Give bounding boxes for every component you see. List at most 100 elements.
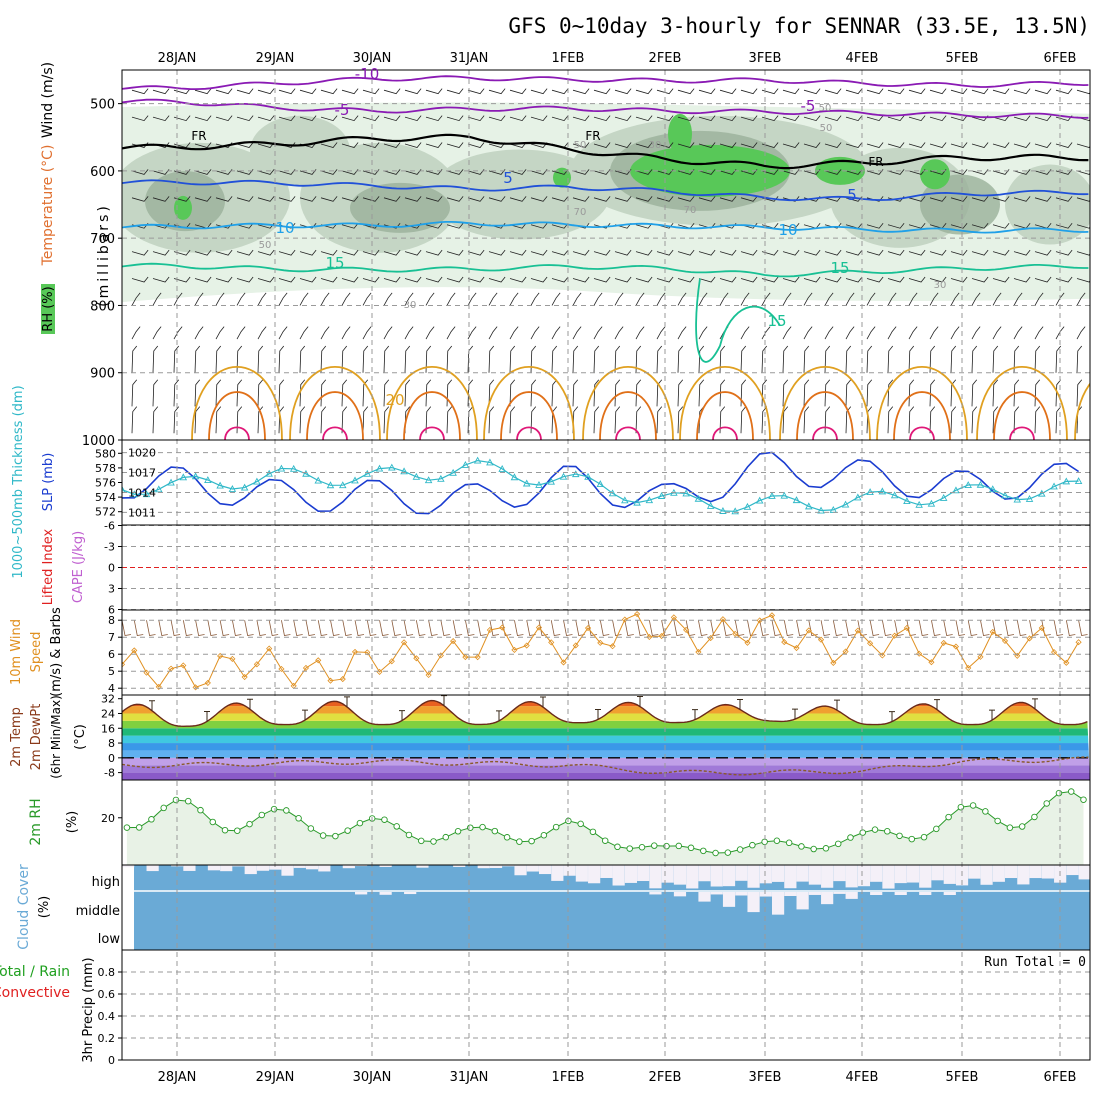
cloud-mid-gap <box>919 892 932 895</box>
rh2m-marker <box>417 837 425 845</box>
slp-thickness-plot <box>122 451 1083 515</box>
wind-barb <box>194 169 212 175</box>
wind-barb <box>530 406 537 434</box>
wind-barb <box>131 292 141 306</box>
wind-barb <box>236 115 254 122</box>
wind-barb <box>635 345 642 373</box>
wind-barb <box>425 196 443 202</box>
date-label-bottom: 6FEB <box>1044 1070 1077 1085</box>
wind-barb <box>824 196 842 202</box>
wind-barb <box>908 88 926 95</box>
wind-barb <box>719 345 726 373</box>
wind10-barb <box>133 620 144 636</box>
rh2m-marker <box>1031 813 1038 821</box>
rh2m-unit: (%) <box>65 811 80 834</box>
wind-barb <box>341 379 348 407</box>
cloud-mid-gap <box>722 892 736 907</box>
wind10-barb <box>281 620 291 636</box>
wind-barb <box>1034 292 1044 306</box>
wind-barb <box>194 249 212 256</box>
wind-barb <box>383 249 401 256</box>
wind-barb <box>635 142 653 148</box>
wind10-barb <box>391 620 401 636</box>
cloud-high-gap <box>588 865 601 884</box>
wind-barb <box>887 345 894 373</box>
wind-barb <box>950 406 957 434</box>
wind-barb <box>929 326 939 340</box>
cloud-high-gap <box>980 865 993 885</box>
wind-barb <box>320 88 338 95</box>
wind-barb <box>509 196 527 202</box>
rh2m-marker <box>859 829 866 836</box>
wind-barb <box>404 249 422 256</box>
wind-barb <box>341 276 359 283</box>
wind-barb <box>341 406 348 434</box>
cloud-high-gap <box>244 865 257 875</box>
wind10-barb <box>342 620 352 636</box>
wind-barb <box>446 292 456 306</box>
wind10-marker <box>1014 652 1021 659</box>
wind10-barb <box>698 620 708 636</box>
rh-shading <box>122 102 1090 303</box>
cloud-high-gap <box>489 865 503 869</box>
wind10-barb <box>158 620 168 636</box>
wind-barb <box>362 249 380 256</box>
rh2m-plot <box>123 788 1087 865</box>
date-label-bottom: 1FEB <box>552 1070 585 1085</box>
wind-barb <box>320 276 338 283</box>
wind10-marker <box>597 639 604 646</box>
wind-barb <box>740 249 758 256</box>
wind-barb <box>803 345 810 373</box>
cloud-high-gap <box>600 865 613 878</box>
wind-barb <box>740 292 750 306</box>
wind-barb <box>530 196 548 202</box>
wind-barb <box>593 379 600 407</box>
temp-errorbar <box>737 698 743 710</box>
cloud-mid-gap <box>698 892 711 902</box>
wind-barb <box>299 249 317 256</box>
wind10-barb <box>514 620 524 636</box>
wind-barb <box>572 115 590 122</box>
wind10-marker <box>756 617 763 624</box>
wind-barb <box>887 142 905 148</box>
contour-label: 15 <box>325 254 344 272</box>
rh2m-marker <box>1043 800 1050 807</box>
wind10-marker <box>952 643 960 650</box>
temperature-contours <box>122 75 1090 440</box>
wind10-barb <box>170 620 181 636</box>
axis-ticks: 5006007008009001000572574576578580101110… <box>76 98 156 1067</box>
wind-barb <box>467 249 485 256</box>
wind-barb <box>992 276 1010 283</box>
wind-barb <box>341 326 351 340</box>
rh2m-marker <box>491 827 499 835</box>
wind-barb <box>698 326 708 340</box>
wind-barb <box>635 196 653 202</box>
rh2m-marker <box>270 805 278 813</box>
thick-ytick-label: 574 <box>95 491 116 504</box>
wind-barb <box>593 196 611 202</box>
warm-contour <box>779 366 871 440</box>
cloud-high-gap <box>882 865 895 889</box>
wind-barb <box>1076 379 1083 407</box>
temp-band <box>122 743 1090 751</box>
wind-barb <box>257 326 267 340</box>
wind-barb <box>341 249 359 256</box>
cloud-high-gap <box>1029 865 1042 879</box>
wind10-marker <box>266 645 273 652</box>
cloud-level-label: middle <box>76 904 120 919</box>
wind10-barb <box>943 620 953 636</box>
upper-label-rh: RH (%) <box>41 286 56 331</box>
thickness-marker <box>682 489 690 497</box>
cloud-mid-gap <box>355 892 368 895</box>
rh2m-marker <box>957 803 965 811</box>
date-label-top: 2FEB <box>649 51 682 66</box>
wind-barb <box>887 406 894 434</box>
temp-contour-15-excursion <box>695 278 781 363</box>
wind-barb <box>866 276 884 283</box>
cloud-cover-plot <box>122 865 1090 950</box>
wind10-barb <box>832 620 843 636</box>
wind-barb <box>131 196 149 202</box>
wind-ytick-label: 4 <box>108 682 115 695</box>
cloud-mid-gap <box>870 892 883 895</box>
contour-labels: -10 -5 -5 FR FR FR 5 5 10 10 15 15 15 20 30 30 30 50 50 50 5… <box>191 65 946 409</box>
